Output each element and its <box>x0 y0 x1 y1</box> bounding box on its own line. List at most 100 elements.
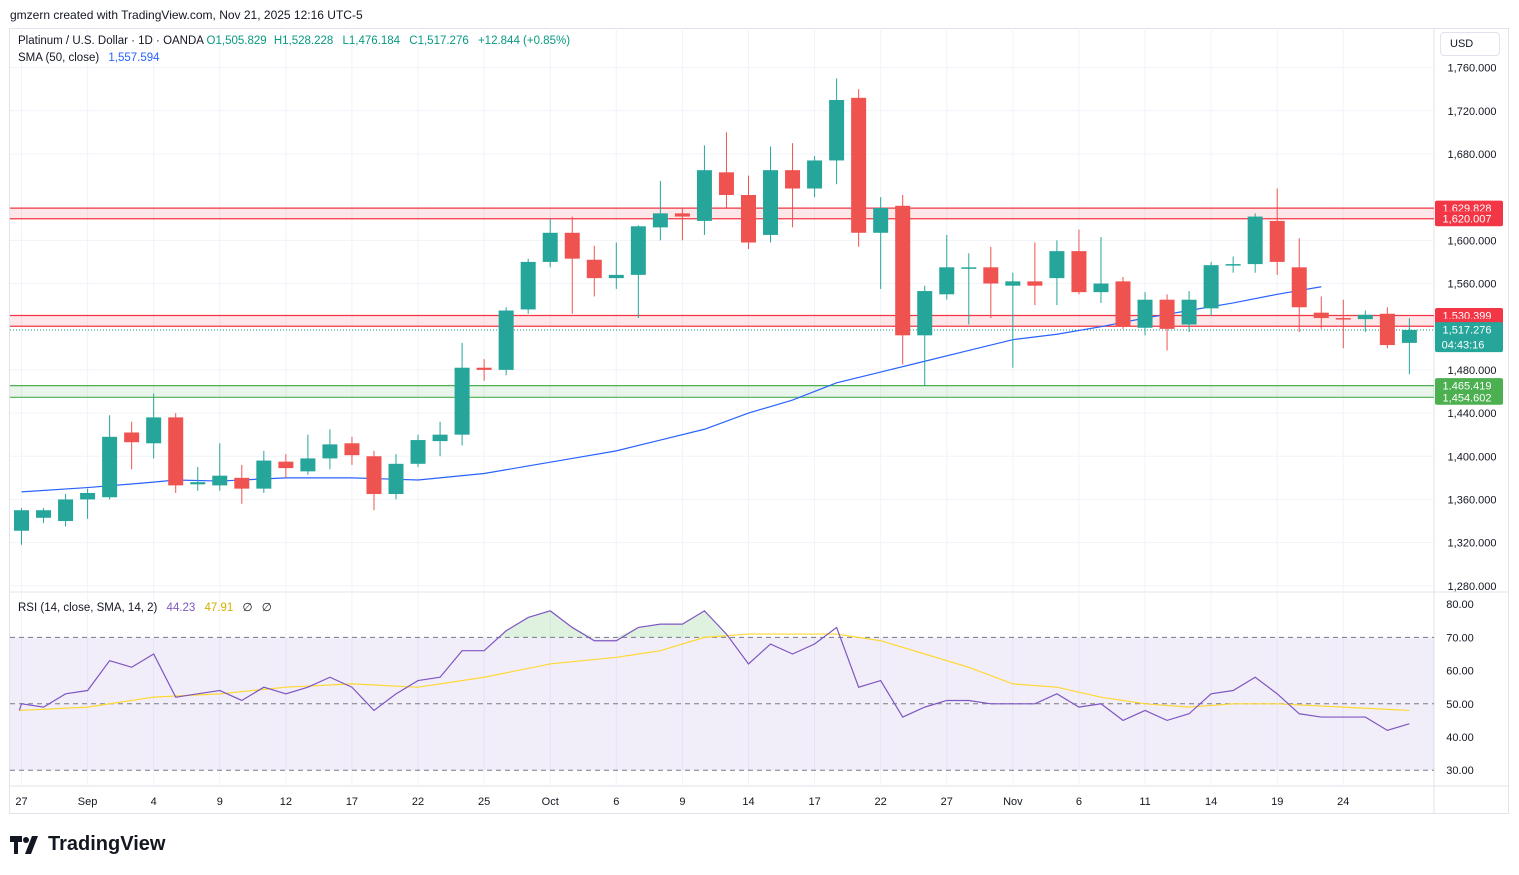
rsi-ma-line <box>19 633 1410 712</box>
candle-body <box>564 232 580 259</box>
candle-body <box>432 434 448 442</box>
candle-body <box>1159 299 1175 329</box>
candle-body <box>1313 312 1329 319</box>
candle-body <box>1027 281 1043 286</box>
candle-body <box>1225 264 1241 266</box>
candle-body <box>873 207 889 233</box>
price-axis-badge <box>1435 389 1503 405</box>
rsi-tick-label: 80.00 <box>1446 599 1474 611</box>
rsi-line <box>18 610 1410 732</box>
tradingview-logo: TradingView <box>10 833 165 856</box>
time-tick-label: 27 <box>941 796 953 808</box>
candle-body <box>212 475 228 486</box>
time-tick-label: 6 <box>1076 796 1082 808</box>
candle-body <box>763 170 779 235</box>
candle-body <box>520 261 536 310</box>
price-tick-label: 1,600.000 <box>1448 235 1497 247</box>
currency-selector[interactable]: USD <box>1440 32 1500 56</box>
time-tick-label: Sep <box>78 796 98 808</box>
candle-body <box>829 99 845 161</box>
price-tick-label: 1,400.000 <box>1448 451 1497 463</box>
candle-body <box>983 267 999 284</box>
candle-body <box>1049 251 1065 279</box>
candle-body <box>80 492 96 500</box>
candle-body <box>1137 299 1153 328</box>
countdown-timer: 04:43:16 <box>1442 340 1485 352</box>
candle-body <box>917 291 933 336</box>
legend-low: L1,476.184 <box>342 35 401 47</box>
candle-body <box>652 213 668 228</box>
price-tick-label: 1,320.000 <box>1448 538 1497 550</box>
price-axis-badge-value: 1,465.419 <box>1443 381 1492 393</box>
candle-body <box>388 463 404 495</box>
attribution-text: gmzern created with TradingView.com, Nov… <box>10 8 363 22</box>
price-axis-badge-value: 1,517.276 <box>1443 325 1492 337</box>
price-tick-label: 1,360.000 <box>1448 494 1497 506</box>
main-legend: Platinum / U.S. Dollar · 1D · OANDA O1,5… <box>18 35 576 47</box>
rsi-tick-label: 70.00 <box>1446 632 1474 644</box>
price-axis-badge <box>1435 322 1503 353</box>
symbol-title[interactable]: Platinum / U.S. Dollar · 1D · OANDA <box>18 35 204 47</box>
candle-body <box>102 436 118 498</box>
candle-body <box>498 310 514 370</box>
chart-frame <box>9 28 1509 814</box>
time-tick-label: 22 <box>412 796 424 808</box>
time-tick-label: 14 <box>1205 796 1217 808</box>
candle-body <box>322 444 338 459</box>
candle-body <box>124 432 140 443</box>
candle-body <box>542 232 558 262</box>
zone-fill <box>10 208 1434 219</box>
rsi-tick-label: 40.00 <box>1446 732 1474 744</box>
candle-body <box>476 367 492 370</box>
rsi-extra-2: ∅ <box>261 602 272 614</box>
candle-body <box>1181 299 1197 325</box>
candle-body <box>1379 313 1395 346</box>
candle-body <box>14 510 29 531</box>
candle-body <box>1291 267 1307 308</box>
candle-body <box>256 460 272 489</box>
tradingview-logo-icon <box>10 835 38 854</box>
legend-high: H1,528.228 <box>273 35 334 47</box>
sma-label[interactable]: SMA (50, close) <box>18 52 100 64</box>
candle-body <box>146 417 162 444</box>
zone-fill <box>10 315 1434 327</box>
price-tick-label: 1,280.000 <box>1448 581 1497 593</box>
price-axis-badge <box>1435 378 1503 394</box>
zone-fill <box>10 385 1434 398</box>
sma-legend: SMA (50, close) 1,557.594 <box>18 52 166 64</box>
legend-change: +12.844 (+0.85%) <box>477 35 571 47</box>
candle-body <box>410 440 426 464</box>
rsi-extra-1: ∅ <box>242 602 253 614</box>
time-tick-label: 6 <box>613 796 619 808</box>
price-axis-badge-value: 1,454.602 <box>1443 392 1492 404</box>
rsi-label[interactable]: RSI (14, close, SMA, 14, 2) <box>18 602 158 614</box>
price-axis-badge-value: 1,620.007 <box>1443 214 1492 226</box>
time-tick-label: 9 <box>679 796 685 808</box>
candle-body <box>1115 281 1131 327</box>
time-tick-label: 19 <box>1271 796 1283 808</box>
time-tick-label: 4 <box>151 796 157 808</box>
candle-body <box>696 170 712 221</box>
candle-body <box>939 267 955 295</box>
candle-body <box>807 160 823 189</box>
candle-body <box>234 477 250 489</box>
candle-body <box>1269 220 1285 262</box>
time-tick-label: 9 <box>217 796 223 808</box>
rsi-tick-label: 60.00 <box>1446 666 1474 678</box>
price-tick-label: 1,760.000 <box>1448 63 1497 75</box>
candle-body <box>1071 251 1087 293</box>
rsi-tick-label: 50.00 <box>1446 699 1474 711</box>
candle-body <box>454 367 470 435</box>
time-tick-label: 12 <box>280 796 292 808</box>
candle-body <box>674 213 690 217</box>
candle-body <box>630 226 646 275</box>
candle-body <box>785 170 801 189</box>
rsi-tick-label: 30.00 <box>1446 765 1474 777</box>
rsi-legend: RSI (14, close, SMA, 14, 2) 44.23 47.91 … <box>18 600 278 614</box>
rsi-ma-value: 47.91 <box>204 602 234 614</box>
legend-close: C1,517.276 <box>409 35 469 47</box>
candle-body <box>1357 314 1373 320</box>
candle-body <box>1335 318 1351 320</box>
candle-body <box>608 274 624 279</box>
